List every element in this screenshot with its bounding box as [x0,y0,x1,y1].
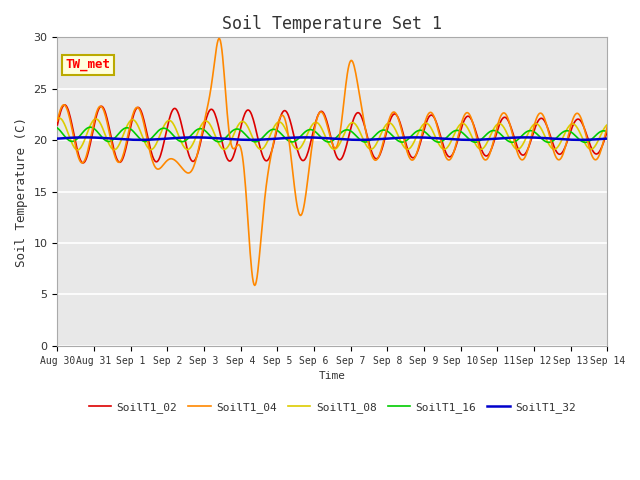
SoilT1_02 [122,147,129,153]
Text: TW_met: TW_met [66,59,111,72]
SoilT1_32 [121,136,129,142]
SoilT1_04 [176,162,184,168]
SoilT1_04 [604,123,611,129]
Line: SoilT1_04: SoilT1_04 [58,38,607,286]
Line: SoilT1_02: SoilT1_02 [58,105,607,163]
SoilT1_32 [54,136,61,142]
SoilT1_04 [54,118,61,124]
SoilT1_08 [177,139,185,145]
X-axis label: Time: Time [319,371,346,381]
SoilT1_02 [54,122,61,128]
SoilT1_04 [417,136,424,142]
SoilT1_04 [205,97,212,103]
SoilT1_02 [79,160,87,166]
Line: SoilT1_16: SoilT1_16 [58,127,607,143]
SoilT1_08 [64,131,72,136]
SoilT1_08 [417,125,424,131]
SoilT1_04 [251,283,259,288]
Title: Soil Temperature Set 1: Soil Temperature Set 1 [222,15,442,33]
Line: SoilT1_08: SoilT1_08 [58,118,607,150]
SoilT1_02 [604,128,611,134]
SoilT1_08 [74,147,81,153]
SoilT1_16 [63,136,71,142]
SoilT1_04 [120,149,128,155]
SoilT1_16 [581,140,589,145]
SoilT1_08 [122,127,129,132]
SoilT1_02 [64,107,72,113]
SoilT1_32 [576,137,584,143]
SoilT1_32 [604,136,611,142]
SoilT1_02 [417,139,424,144]
SoilT1_16 [206,132,214,138]
Line: SoilT1_32: SoilT1_32 [58,137,607,140]
SoilT1_32 [177,135,184,141]
SoilT1_08 [54,116,61,121]
SoilT1_16 [86,124,94,130]
SoilT1_02 [207,107,214,112]
SoilT1_04 [401,140,408,146]
SoilT1_32 [206,135,214,141]
SoilT1_02 [61,102,69,108]
SoilT1_04 [215,36,223,41]
SoilT1_08 [55,115,63,121]
SoilT1_04 [63,107,71,113]
SoilT1_32 [400,135,408,141]
SoilT1_16 [604,129,611,135]
SoilT1_02 [401,136,408,142]
SoilT1_08 [207,122,214,128]
SoilT1_32 [416,134,424,140]
SoilT1_16 [416,127,424,133]
SoilT1_02 [177,121,185,127]
SoilT1_32 [63,135,71,141]
SoilT1_16 [400,139,408,144]
Y-axis label: Soil Temperature (C): Soil Temperature (C) [15,117,28,266]
SoilT1_08 [401,145,408,151]
Legend: SoilT1_02, SoilT1_04, SoilT1_08, SoilT1_16, SoilT1_32: SoilT1_02, SoilT1_04, SoilT1_08, SoilT1_… [84,397,580,418]
SoilT1_08 [604,122,611,128]
SoilT1_16 [121,125,129,131]
SoilT1_16 [177,139,184,144]
SoilT1_32 [81,134,89,140]
SoilT1_16 [54,125,61,131]
